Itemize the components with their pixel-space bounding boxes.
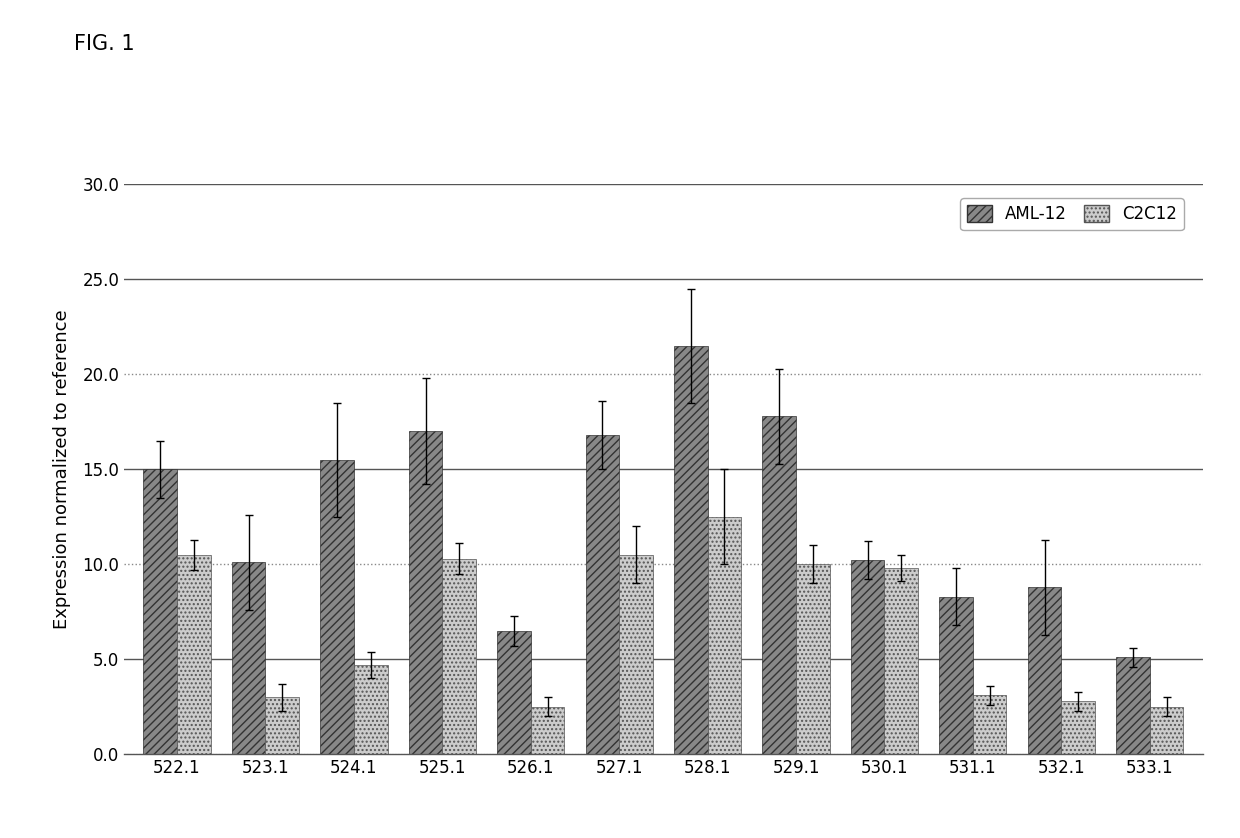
Legend: AML-12, C2C12: AML-12, C2C12 xyxy=(960,199,1184,230)
Bar xyxy=(619,555,652,754)
Bar xyxy=(585,435,619,754)
Bar xyxy=(409,432,443,754)
Bar xyxy=(265,697,299,754)
Bar xyxy=(884,568,918,754)
Bar xyxy=(443,559,476,754)
Bar xyxy=(763,416,796,754)
Text: FIG. 1: FIG. 1 xyxy=(74,34,135,54)
Bar xyxy=(1061,701,1095,754)
Bar xyxy=(973,696,1007,754)
Bar xyxy=(1149,706,1183,754)
Bar xyxy=(531,706,564,754)
Bar xyxy=(708,517,742,754)
Bar xyxy=(939,597,973,754)
Bar xyxy=(675,346,708,754)
Bar xyxy=(851,561,884,754)
Bar xyxy=(232,562,265,754)
Bar xyxy=(796,564,830,754)
Bar xyxy=(353,665,388,754)
Y-axis label: Expression normalized to reference: Expression normalized to reference xyxy=(53,309,71,629)
Bar xyxy=(497,631,531,754)
Bar xyxy=(320,460,353,754)
Bar xyxy=(1028,587,1061,754)
Bar xyxy=(1116,657,1149,754)
Bar xyxy=(144,469,177,754)
Bar xyxy=(177,555,211,754)
